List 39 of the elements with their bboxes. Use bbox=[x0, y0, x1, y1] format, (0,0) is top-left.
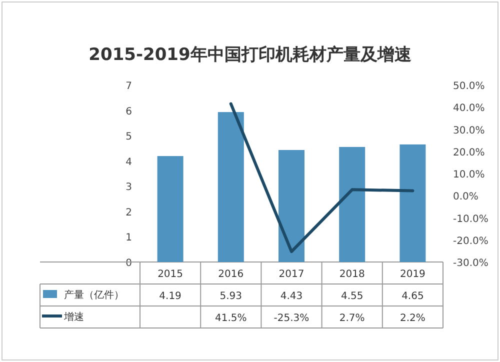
data-label: 4.65 bbox=[402, 291, 424, 302]
data-label: 5.93 bbox=[220, 291, 242, 302]
x-tick-label: 2017 bbox=[278, 269, 304, 280]
y2-tick-label: 40.0% bbox=[453, 103, 485, 114]
legend-label: 增速 bbox=[63, 311, 84, 323]
y2-tick-label: 50.0% bbox=[453, 81, 485, 92]
y2-tick-label: 30.0% bbox=[453, 125, 485, 136]
chart-title: 2015-2019年中国打印机耗材产量及增速 bbox=[88, 45, 412, 65]
y2-tick-label: 20.0% bbox=[453, 147, 485, 158]
y-tick-label: 3 bbox=[126, 182, 132, 194]
legend-label: 产量（亿件） bbox=[64, 289, 124, 301]
data-label: -25.3% bbox=[274, 313, 310, 324]
y2-tick-label: -10.0% bbox=[453, 214, 488, 225]
bar bbox=[278, 150, 304, 262]
y-tick-label: 6 bbox=[126, 106, 132, 118]
bar bbox=[339, 146, 366, 262]
bar bbox=[218, 112, 244, 262]
y2-tick-label: -30.0% bbox=[453, 258, 488, 269]
y2-tick-label: -20.0% bbox=[453, 236, 488, 247]
data-label: 4.55 bbox=[340, 291, 364, 302]
data-label: 41.5% bbox=[215, 313, 247, 324]
data-label: 4.43 bbox=[280, 291, 303, 302]
data-label: 2.2% bbox=[400, 313, 426, 324]
y-tick-label: 7 bbox=[126, 81, 132, 92]
y-tick-label: 1 bbox=[126, 232, 132, 244]
bar bbox=[157, 156, 184, 262]
y2-tick-label: 0.0% bbox=[453, 192, 478, 203]
y-tick-label: 5 bbox=[126, 132, 132, 143]
x-tick-label: 2016 bbox=[218, 269, 244, 280]
bar bbox=[400, 144, 426, 262]
y-tick-label: 2 bbox=[126, 207, 132, 218]
y-tick-label: 4 bbox=[126, 156, 132, 168]
y2-tick-label: 10.0% bbox=[453, 170, 485, 180]
data-label: 4.19 bbox=[159, 291, 182, 302]
data-label: 2.7% bbox=[339, 313, 365, 324]
x-tick-label: 2018 bbox=[339, 269, 365, 280]
x-tick-label: 2015 bbox=[158, 269, 184, 280]
line-series bbox=[229, 102, 414, 254]
x-tick-label: 2019 bbox=[400, 269, 426, 280]
